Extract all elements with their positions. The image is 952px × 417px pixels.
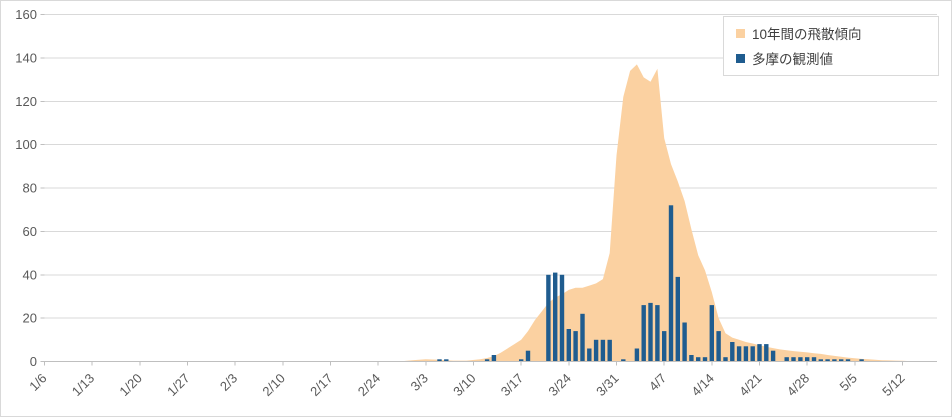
legend-label-observed: 多摩の観測値	[752, 52, 833, 67]
observation-bar	[832, 359, 837, 362]
observation-bar	[621, 359, 626, 362]
y-axis-label: 140	[15, 50, 37, 65]
x-axis-label: 2/24	[355, 371, 384, 400]
x-axis-label: 4/14	[688, 371, 717, 400]
observation-bar	[839, 359, 844, 362]
observation-bar	[818, 359, 823, 362]
x-axis-label: 1/13	[69, 371, 98, 400]
observation-bar	[546, 274, 551, 362]
observation-bar	[750, 346, 755, 362]
observation-bar	[662, 331, 667, 362]
observation-bar	[689, 355, 694, 362]
observation-bar	[525, 350, 531, 362]
observation-bar	[573, 331, 578, 362]
observation-bar	[519, 359, 524, 362]
observation-bar	[593, 339, 599, 362]
bar-series-swatch-icon	[736, 53, 745, 63]
x-axis-label: 4/28	[784, 371, 813, 400]
observation-bar	[641, 305, 646, 362]
x-axis-label: 1/20	[116, 371, 145, 400]
x-axis-label: 1/6	[26, 371, 49, 394]
observation-bar	[743, 346, 749, 362]
observation-bar	[437, 359, 442, 362]
observation-bar	[655, 305, 660, 362]
observation-bar	[553, 272, 558, 362]
observation-bar	[770, 350, 776, 362]
x-axis-label: 3/31	[593, 371, 622, 400]
y-axis-label: 160	[15, 7, 37, 22]
observation-bar	[730, 342, 735, 362]
observation-bar	[811, 357, 817, 362]
x-axis-label: 2/17	[307, 371, 336, 400]
x-axis-label: 1/27	[164, 371, 193, 400]
x-axis-label: 3/17	[498, 371, 527, 400]
observation-bar	[696, 357, 701, 362]
observation-bar	[444, 359, 449, 362]
observation-bar	[587, 348, 592, 362]
x-axis-label: 3/3	[408, 371, 431, 394]
trend-area-series	[398, 64, 923, 362]
x-axis-label: 4/21	[736, 371, 765, 400]
observation-bar	[825, 359, 830, 362]
legend-label-trend: 10年間の飛散傾向	[752, 27, 862, 42]
observation-bar	[580, 313, 585, 362]
observation-bar	[559, 274, 565, 362]
observation-bar	[805, 357, 810, 362]
y-axis-label: 40	[23, 267, 37, 282]
observation-bar	[798, 357, 803, 362]
area-series-swatch-icon	[736, 28, 745, 38]
observation-bar	[675, 276, 680, 362]
legend-item-observed: 多摩の観測値	[736, 47, 928, 69]
x-axis-label: 5/5	[837, 371, 860, 394]
observation-bar	[648, 302, 653, 362]
y-axis-label: 100	[15, 137, 37, 152]
legend: 10年間の飛散傾向 多摩の観測値	[723, 16, 939, 76]
observation-bar	[607, 339, 612, 362]
x-axis-label: 2/10	[259, 371, 288, 400]
observation-bar	[723, 357, 728, 362]
observation-bar	[757, 344, 762, 362]
x-axis-label: 3/10	[450, 371, 479, 400]
x-axis-label: 4/7	[646, 371, 669, 394]
legend-item-trend: 10年間の飛散傾向	[736, 22, 928, 44]
observation-bar	[600, 339, 606, 362]
x-axis-label: 3/24	[545, 371, 574, 400]
observation-bar	[668, 205, 674, 362]
observation-bar	[716, 331, 721, 362]
observation-bar	[634, 348, 640, 362]
observation-bar	[682, 322, 687, 362]
observation-bar	[791, 357, 796, 362]
observation-bar	[566, 329, 571, 362]
y-axis-label: 80	[23, 181, 37, 196]
y-axis-label: 120	[15, 94, 37, 109]
observation-bar	[764, 344, 769, 362]
observation-bar	[859, 359, 864, 362]
x-axis-label: 2/3	[217, 371, 240, 394]
observation-bar	[709, 305, 714, 362]
observation-bar	[484, 359, 490, 362]
y-axis-label: 20	[23, 311, 37, 326]
observation-bar	[491, 355, 497, 362]
x-axis-label: 5/12	[879, 371, 908, 400]
observation-bar	[702, 357, 708, 362]
y-axis-label: 60	[23, 224, 37, 239]
observation-bar	[784, 357, 789, 362]
observation-bar	[736, 346, 742, 362]
y-axis-label: 0	[30, 354, 37, 369]
observation-bar	[845, 359, 851, 362]
